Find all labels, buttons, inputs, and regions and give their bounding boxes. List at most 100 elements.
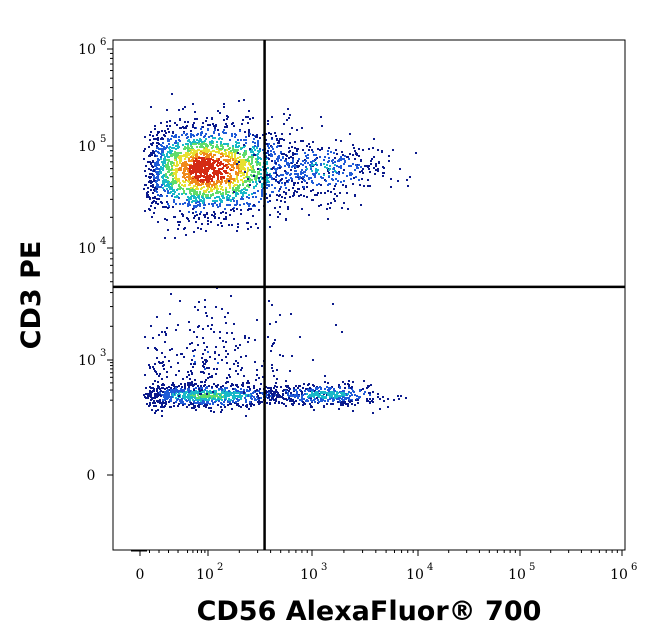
event-dot: [301, 181, 303, 183]
event-dot: [192, 103, 194, 105]
event-dot: [178, 197, 180, 199]
event-dot: [320, 164, 322, 166]
event-dot: [235, 345, 237, 347]
event-dot: [211, 190, 213, 192]
event-dot: [178, 370, 180, 372]
event-dot: [354, 150, 356, 152]
event-dot: [276, 138, 278, 140]
event-dot: [149, 198, 151, 200]
event-dot: [281, 153, 283, 155]
event-dot: [267, 120, 269, 122]
event-dot: [197, 394, 199, 396]
event-dot: [238, 190, 240, 192]
event-dot: [286, 180, 288, 182]
event-dot: [212, 205, 214, 207]
event-dot: [191, 391, 193, 393]
event-dot: [162, 167, 164, 169]
event-dot: [195, 221, 197, 223]
event-dot: [339, 395, 341, 397]
event-dot: [209, 178, 211, 180]
event-dot: [331, 395, 333, 397]
event-dot: [179, 182, 181, 184]
event-dot: [199, 213, 201, 215]
event-dot: [235, 360, 237, 362]
event-dot: [202, 400, 204, 402]
y-tick-label: 10: [78, 139, 96, 155]
event-dot: [223, 129, 225, 131]
event-dot: [197, 227, 199, 229]
event-dot: [312, 189, 314, 191]
event-dot: [149, 177, 151, 179]
event-dot: [206, 315, 208, 317]
event-dot: [184, 227, 186, 229]
event-dot: [204, 363, 206, 365]
event-dot: [252, 165, 254, 167]
event-dot: [328, 160, 330, 162]
event-dot: [161, 378, 163, 380]
event-dot: [225, 341, 227, 343]
event-dot: [191, 195, 193, 197]
event-dot: [233, 191, 235, 193]
event-dot: [169, 125, 171, 127]
event-dot: [266, 402, 268, 404]
event-dot: [162, 387, 164, 389]
event-dot: [173, 201, 175, 203]
event-dot: [199, 191, 201, 193]
event-dot: [202, 165, 204, 167]
event-dot: [182, 404, 184, 406]
event-dot: [253, 204, 255, 206]
event-dot: [196, 139, 198, 141]
event-dot: [227, 404, 229, 406]
event-dot: [147, 397, 149, 399]
event-dot: [344, 394, 346, 396]
event-dot: [183, 168, 185, 170]
event-dot: [299, 336, 301, 338]
event-dot: [212, 194, 214, 196]
event-dot: [239, 153, 241, 155]
event-dot: [292, 195, 294, 197]
event-dot: [210, 407, 212, 409]
event-dot: [332, 403, 334, 405]
event-dot: [168, 156, 170, 158]
event-dot: [349, 153, 351, 155]
event-dot: [200, 393, 202, 395]
quadrant-gates[interactable]: [113, 40, 625, 550]
event-dot: [168, 171, 170, 173]
event-dot: [372, 412, 374, 414]
event-dot: [352, 154, 354, 156]
event-dot: [368, 168, 370, 170]
event-dot: [157, 158, 159, 160]
event-dot: [224, 387, 226, 389]
event-dot: [286, 173, 288, 175]
event-dot: [171, 391, 173, 393]
event-dot: [178, 184, 180, 186]
event-dot: [225, 187, 227, 189]
event-dot: [180, 390, 182, 392]
event-dot: [229, 368, 231, 370]
event-dot: [184, 398, 186, 400]
event-dot: [291, 403, 293, 405]
event-dot: [244, 397, 246, 399]
event-dot: [240, 198, 242, 200]
event-dot: [234, 133, 236, 135]
event-dot: [189, 343, 191, 345]
event-dot: [199, 170, 201, 172]
event-dot: [275, 398, 277, 400]
event-dot: [382, 396, 384, 398]
event-dot: [400, 395, 402, 397]
event-dot: [296, 162, 298, 164]
event-dot: [268, 392, 270, 394]
event-dot: [179, 140, 181, 142]
event-dot: [198, 149, 200, 151]
event-dot: [270, 150, 272, 152]
event-dot: [294, 190, 296, 192]
event-dot: [283, 398, 285, 400]
event-dot: [214, 137, 216, 139]
x-tick-label: 10: [196, 567, 214, 583]
event-dot: [321, 177, 323, 179]
event-dot: [191, 160, 193, 162]
event-dot: [221, 359, 223, 361]
event-dot: [240, 388, 242, 390]
event-dot: [166, 195, 168, 197]
event-dot: [160, 148, 162, 150]
